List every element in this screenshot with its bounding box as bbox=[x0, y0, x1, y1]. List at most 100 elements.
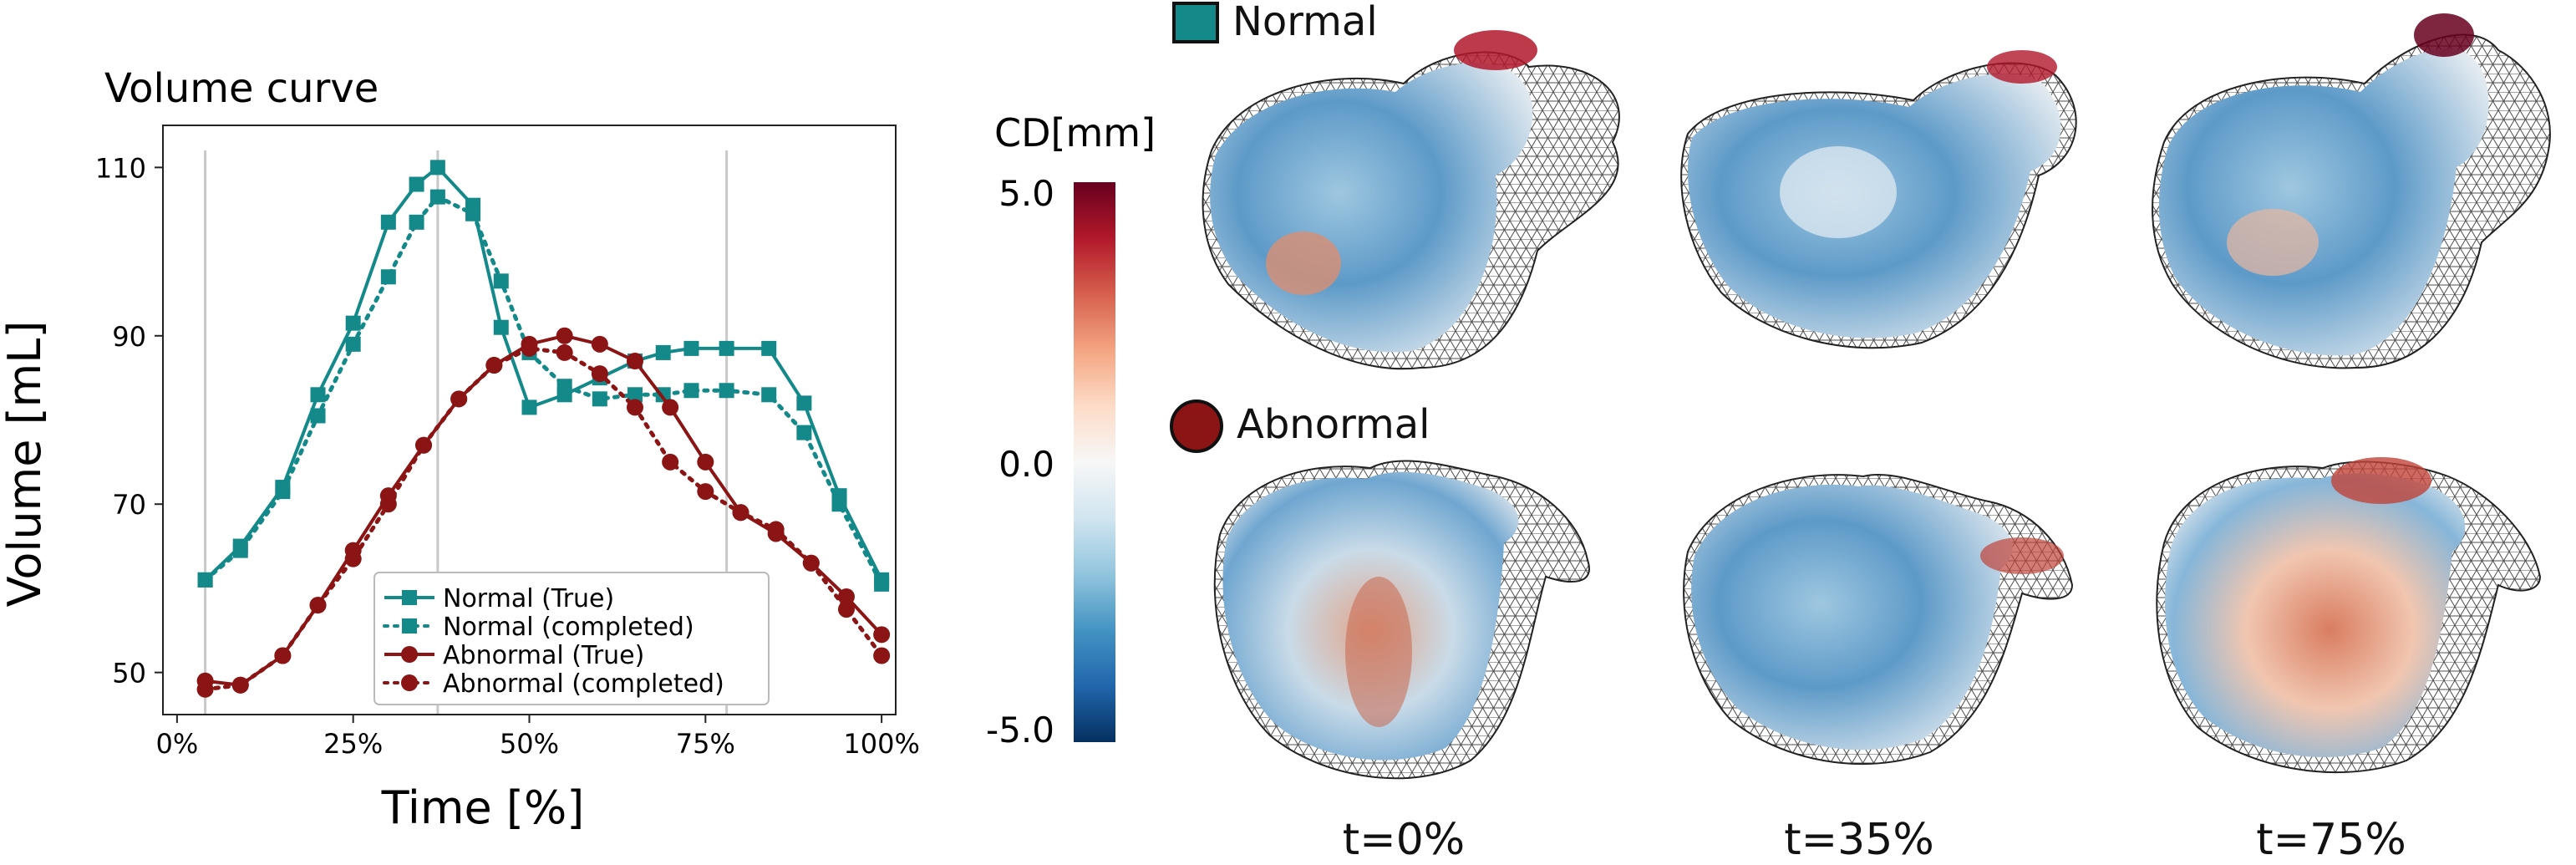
time-label-0: t=0% bbox=[1342, 815, 1466, 865]
data-point bbox=[655, 344, 671, 360]
heart-normal-t0 bbox=[1202, 30, 1620, 370]
heart-abnormal-t75 bbox=[2156, 457, 2542, 774]
data-point bbox=[493, 273, 509, 289]
y-tick-label: 90 bbox=[112, 321, 146, 353]
data-point bbox=[697, 453, 714, 471]
data-point bbox=[761, 387, 777, 403]
data-point bbox=[591, 365, 608, 383]
data-point bbox=[719, 340, 734, 356]
colorbar bbox=[1074, 182, 1115, 742]
heart-normal-t35 bbox=[1680, 50, 2077, 349]
data-point bbox=[309, 597, 327, 614]
data-point bbox=[697, 483, 714, 501]
data-point bbox=[719, 383, 734, 399]
colorbar-tick-max: 5.0 bbox=[998, 173, 1054, 214]
data-point bbox=[831, 496, 847, 512]
data-point bbox=[683, 383, 699, 399]
data-point bbox=[232, 542, 248, 558]
data-point bbox=[683, 340, 699, 356]
data-point bbox=[732, 504, 749, 522]
legend-label: Normal (completed) bbox=[443, 613, 694, 642]
legend-marker bbox=[402, 618, 417, 633]
y-tick-label: 70 bbox=[112, 489, 146, 521]
x-tick-label: 25% bbox=[323, 728, 383, 760]
normal-legend-square bbox=[1172, 2, 1219, 43]
data-point bbox=[310, 387, 326, 403]
data-point bbox=[767, 521, 785, 538]
data-point bbox=[380, 214, 396, 230]
data-point bbox=[556, 343, 573, 361]
data-point bbox=[345, 315, 361, 331]
data-point bbox=[231, 676, 249, 694]
data-point bbox=[379, 496, 397, 513]
data-point bbox=[521, 339, 538, 357]
data-point bbox=[196, 680, 214, 698]
data-point bbox=[837, 588, 855, 605]
legend-marker bbox=[402, 590, 417, 605]
x-tick-label: 75% bbox=[676, 728, 735, 760]
data-point bbox=[662, 453, 679, 471]
data-point bbox=[796, 395, 812, 411]
data-point bbox=[310, 408, 326, 424]
legend-box bbox=[373, 572, 770, 705]
data-point bbox=[409, 176, 424, 192]
data-point bbox=[874, 576, 890, 592]
chart-title: Volume curve bbox=[104, 65, 379, 112]
colorbar-tick-zero: 0.0 bbox=[998, 444, 1054, 485]
data-point bbox=[873, 647, 891, 664]
legend-label: Normal (True) bbox=[443, 584, 614, 613]
data-point bbox=[873, 626, 891, 644]
data-point bbox=[485, 357, 503, 374]
data-point bbox=[450, 390, 468, 408]
y-tick-label: 110 bbox=[95, 152, 146, 184]
y-tick-label: 50 bbox=[112, 658, 146, 689]
heart-abnormal-t0 bbox=[1213, 460, 1590, 780]
legend-marker bbox=[401, 646, 418, 663]
data-point bbox=[802, 554, 820, 572]
data-point bbox=[591, 335, 608, 353]
data-point bbox=[626, 353, 643, 369]
data-point bbox=[626, 399, 643, 416]
data-point bbox=[465, 206, 481, 221]
data-point bbox=[796, 425, 812, 440]
x-tick-label: 0% bbox=[155, 728, 198, 760]
data-point bbox=[429, 189, 445, 205]
data-point bbox=[380, 269, 396, 285]
legend-label: Abnormal (completed) bbox=[443, 669, 724, 699]
data-point bbox=[345, 336, 361, 352]
data-point bbox=[429, 160, 445, 176]
colorbar-label: CD[mm] bbox=[994, 110, 1156, 155]
data-point bbox=[493, 319, 509, 335]
data-point bbox=[409, 214, 424, 230]
data-point bbox=[662, 399, 679, 416]
heart-normal-t75 bbox=[2152, 13, 2551, 369]
time-label-75: t=75% bbox=[2256, 815, 2406, 865]
data-point bbox=[556, 327, 573, 344]
plot-layer: 0% 25% 50% 75% 100% 50 70 90 110 Normal (True)Nor… bbox=[95, 125, 920, 760]
x-tick-label: 50% bbox=[500, 728, 559, 760]
data-point bbox=[344, 550, 362, 567]
x-tick-label: 100% bbox=[843, 728, 919, 760]
data-point bbox=[761, 340, 777, 356]
normal-header: Normal bbox=[1232, 0, 1378, 45]
heart-abnormal-t35 bbox=[1683, 474, 2074, 766]
time-label-35: t=35% bbox=[1784, 815, 1934, 865]
data-point bbox=[197, 572, 213, 588]
data-point bbox=[556, 379, 572, 394]
colorbar-tick-min: -5.0 bbox=[986, 710, 1054, 751]
abnormal-header: Abnormal bbox=[1237, 401, 1430, 448]
x-axis-label: Time [%] bbox=[381, 781, 585, 834]
data-point bbox=[275, 484, 291, 500]
data-point bbox=[274, 647, 292, 664]
abnormal-legend-dot bbox=[1170, 399, 1223, 453]
y-axis-label: Volume [mL] bbox=[0, 321, 51, 608]
legend-marker bbox=[401, 674, 418, 691]
data-point bbox=[415, 436, 433, 454]
data-point bbox=[592, 391, 607, 407]
legend-label: Abnormal (True) bbox=[443, 641, 644, 670]
data-point bbox=[627, 387, 643, 403]
data-point bbox=[521, 399, 537, 415]
series-line-0 bbox=[204, 165, 883, 582]
data-point bbox=[837, 601, 855, 618]
